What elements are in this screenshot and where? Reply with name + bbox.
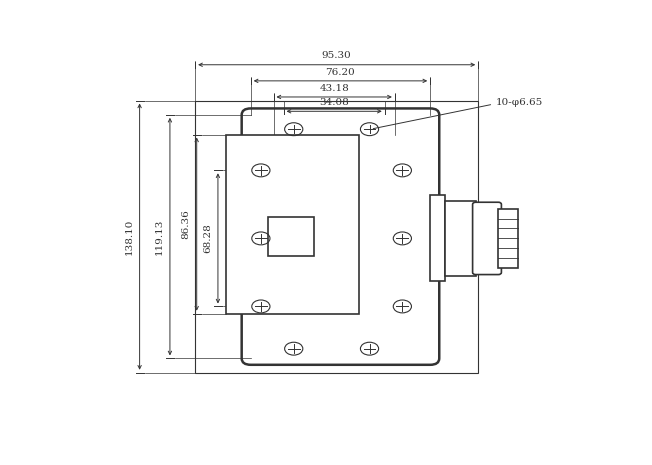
Bar — [445, 201, 476, 276]
Bar — [498, 209, 518, 268]
Text: 10-φ6.65: 10-φ6.65 — [496, 98, 543, 107]
Text: 34.08: 34.08 — [319, 98, 349, 107]
Bar — [430, 195, 445, 281]
Text: 76.20: 76.20 — [325, 67, 355, 77]
Text: 138.10: 138.10 — [125, 219, 134, 255]
Text: 86.36: 86.36 — [182, 209, 190, 239]
Text: 119.13: 119.13 — [155, 219, 164, 255]
FancyBboxPatch shape — [242, 108, 439, 365]
Bar — [269, 217, 314, 256]
FancyBboxPatch shape — [473, 202, 501, 274]
Text: 43.18: 43.18 — [319, 84, 349, 93]
Text: 95.30: 95.30 — [322, 52, 351, 60]
Text: 68.28: 68.28 — [203, 224, 212, 253]
Bar — [195, 100, 478, 372]
Bar — [226, 134, 359, 313]
